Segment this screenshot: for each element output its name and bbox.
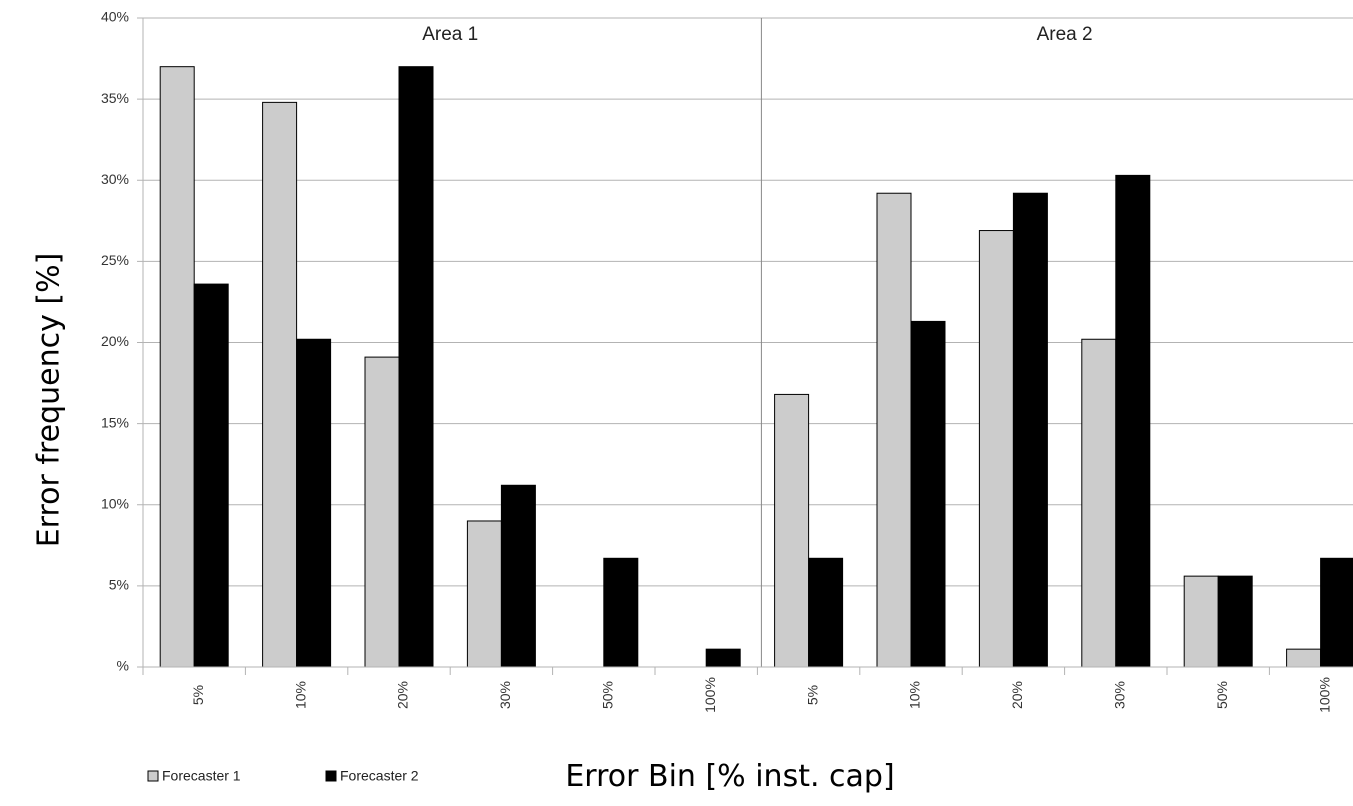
- bar: [876, 192, 912, 668]
- bar: [603, 557, 639, 668]
- legend-swatch: [325, 770, 337, 782]
- x-tick-label: 10%: [907, 681, 923, 709]
- x-tick-label: 5%: [804, 685, 820, 705]
- area-label: Area 2: [1037, 24, 1093, 45]
- y-tick-label: 40%: [101, 9, 129, 25]
- y-tick-label: 20%: [101, 333, 129, 349]
- bar: [978, 230, 1014, 668]
- bar: [1081, 338, 1117, 668]
- legend-label: Forecaster 2: [340, 768, 419, 784]
- x-tick-label: 50%: [600, 681, 616, 709]
- bar: [1115, 174, 1151, 668]
- bar: [774, 393, 810, 668]
- bar: [1286, 648, 1322, 668]
- legend-label: Forecaster 1: [162, 768, 241, 784]
- bar: [500, 484, 536, 668]
- bar: [1217, 575, 1253, 668]
- x-tick-label: 30%: [497, 681, 513, 709]
- bar: [1183, 575, 1219, 668]
- bar: [364, 356, 400, 668]
- y-tick-label: 5%: [109, 577, 129, 593]
- y-tick-label: 35%: [101, 90, 129, 106]
- x-tick-label: 5%: [190, 685, 206, 705]
- area-label: Area 1: [422, 24, 478, 45]
- bar: [296, 338, 332, 668]
- x-tick-label: 20%: [1009, 681, 1025, 709]
- bar: [466, 520, 502, 668]
- y-tick-label: %: [117, 658, 129, 674]
- x-tick-label: 30%: [1112, 681, 1128, 709]
- bar: [705, 648, 741, 668]
- y-tick-label: 25%: [101, 252, 129, 268]
- y-tick-label: 30%: [101, 171, 129, 187]
- bar: [808, 557, 844, 668]
- y-axis-title: Error frequency [%]: [32, 253, 67, 548]
- y-tick-label: 15%: [101, 414, 129, 430]
- bar: [159, 66, 195, 668]
- bar: [193, 283, 229, 668]
- x-axis-title: Error Bin [% inst. cap]: [565, 759, 894, 794]
- x-tick-label: 100%: [702, 677, 718, 713]
- legend-swatch: [147, 770, 159, 782]
- y-tick-label: 10%: [101, 495, 129, 511]
- x-tick-label: 50%: [1214, 681, 1230, 709]
- bar: [398, 66, 434, 668]
- bar: [910, 320, 946, 668]
- bar: [1320, 557, 1353, 668]
- x-tick-label: 20%: [395, 681, 411, 709]
- bar: [262, 101, 298, 668]
- x-tick-label: 10%: [292, 681, 308, 709]
- x-tick-label: 100%: [1316, 677, 1332, 713]
- bar: [1012, 192, 1048, 668]
